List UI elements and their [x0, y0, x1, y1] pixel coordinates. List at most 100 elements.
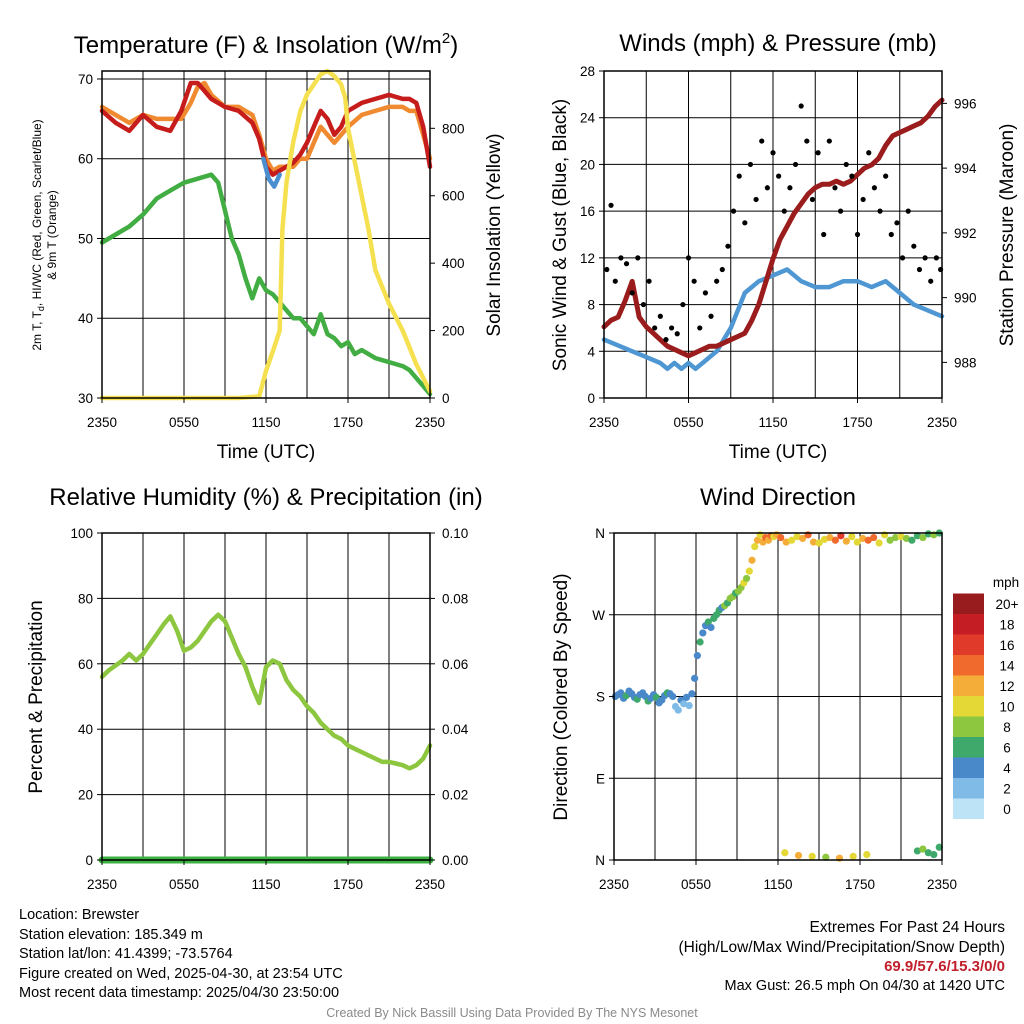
panel-wdir	[609, 529, 943, 865]
ylabel-winds: Sonic Wind & Gust (Blue, Black)	[550, 99, 571, 371]
station-latlon: Station lat/lon: 41.4399; -73.5764	[19, 946, 233, 963]
y2label-temperature: Solar Insolation (Yellow)	[484, 133, 505, 336]
ylabel-wind-direction: Direction (Colored By Speed)	[551, 573, 572, 820]
gust-point	[894, 220, 900, 226]
gust-point	[730, 208, 737, 214]
colorbar-swatch	[953, 675, 984, 696]
gust-point	[669, 325, 675, 331]
gust-point	[736, 173, 742, 179]
y-tick-label: 60	[78, 152, 93, 167]
colorbar-label: 0	[1003, 802, 1011, 817]
gust-point	[843, 161, 849, 168]
colorbar-label: 18	[999, 617, 1014, 632]
y2-tick-label: 988	[954, 355, 977, 370]
direction-point	[808, 852, 816, 860]
gust-point	[714, 278, 720, 284]
x-tick-label: 0550	[169, 415, 199, 430]
footer-credit: Created By Nick Bassill Using Data Provi…	[326, 1006, 698, 1020]
gust-point	[719, 266, 725, 273]
x-tick-label: 1750	[333, 415, 363, 430]
x-tick-label: 2350	[87, 877, 117, 892]
y-tick-label: 40	[78, 722, 93, 737]
gust-point	[685, 255, 692, 261]
direction-point	[809, 538, 818, 546]
x-tick-label: 2350	[599, 877, 629, 892]
x-tick-label: 1150	[251, 877, 280, 892]
direction-point	[674, 706, 682, 714]
direction-point	[815, 539, 823, 547]
direction-point	[842, 537, 850, 545]
direction-point	[669, 692, 677, 701]
ylabel-temperature-line2: & 9m T (Orange)	[45, 190, 59, 280]
colorbar-swatch	[953, 798, 984, 819]
y2-tick-label: 400	[442, 256, 465, 271]
colorbar-title: mph	[993, 575, 1019, 590]
gust-point	[877, 208, 883, 214]
gust-point	[922, 255, 928, 261]
gust-point	[776, 173, 782, 179]
gust-point	[798, 103, 804, 109]
gust-point	[646, 278, 652, 284]
direction-point	[886, 536, 894, 544]
gust-point	[708, 313, 714, 319]
gust-point	[866, 150, 872, 156]
colorbar-label: 8	[1003, 720, 1011, 735]
ylabel-humidity: Percent & Precipitation	[26, 600, 47, 793]
colorbar-label: 2	[1003, 781, 1011, 796]
direction-point	[696, 638, 704, 646]
y-tick-label: 50	[78, 231, 93, 246]
direction-point	[788, 536, 796, 544]
title-winds: Winds (mph) & Pressure (mb)	[619, 30, 936, 57]
direction-point	[891, 533, 900, 542]
gust-point	[883, 173, 889, 179]
direction-point	[793, 533, 801, 541]
station-location: Location: Brewster	[19, 907, 140, 923]
direction-point	[707, 623, 715, 632]
gust-point	[663, 337, 669, 343]
colorbar-label: 4	[1003, 761, 1011, 776]
gust-point	[899, 255, 906, 261]
y2-tick-label: 800	[442, 121, 465, 136]
direction-point	[919, 845, 927, 853]
direction-point	[682, 693, 691, 702]
gust-point	[635, 255, 641, 261]
direction-point	[822, 853, 830, 861]
y-tick-label: 24	[580, 111, 596, 126]
colorbar-swatch	[953, 757, 984, 778]
gust-point	[860, 196, 866, 203]
y-tick-label: 8	[587, 298, 595, 313]
x-tick-label: 0550	[681, 877, 711, 892]
direction-point	[848, 533, 856, 541]
x-tick-label: 1750	[333, 877, 363, 892]
gust-point	[888, 231, 894, 238]
direction-point	[837, 532, 845, 540]
gust-point	[652, 325, 658, 331]
y2-tick-label: 996	[954, 96, 977, 111]
direction-point	[875, 539, 883, 547]
gust-point	[674, 331, 680, 337]
direction-point	[908, 536, 916, 544]
max-gust: Max Gust: 26.5 mph On 04/30 at 1420 UTC	[724, 977, 1005, 994]
direction-point	[688, 690, 696, 698]
colorbar-label: 12	[999, 679, 1014, 694]
colorbar-swatch	[953, 778, 984, 799]
series-line-rh-0	[99, 612, 433, 771]
y-tick-label: 28	[580, 64, 595, 79]
gust-point	[764, 185, 770, 191]
gust-point	[821, 231, 827, 238]
y-tick-label: 80	[78, 591, 93, 606]
x-tick-label: 2350	[927, 415, 957, 430]
gust-point	[759, 138, 765, 144]
gust-point	[832, 185, 838, 191]
direction-point	[685, 701, 693, 710]
gust-point	[691, 278, 697, 284]
y-tick-label: 100	[70, 526, 93, 541]
direction-point	[691, 674, 699, 682]
direction-point	[924, 530, 932, 538]
colorbar-swatch	[953, 614, 984, 635]
colorbar-swatch	[953, 593, 984, 614]
x-tick-label: 0550	[169, 877, 199, 892]
gust-point	[702, 290, 709, 296]
recent-timestamp: Most recent data timestamp: 2025/04/30 2…	[19, 985, 340, 1002]
